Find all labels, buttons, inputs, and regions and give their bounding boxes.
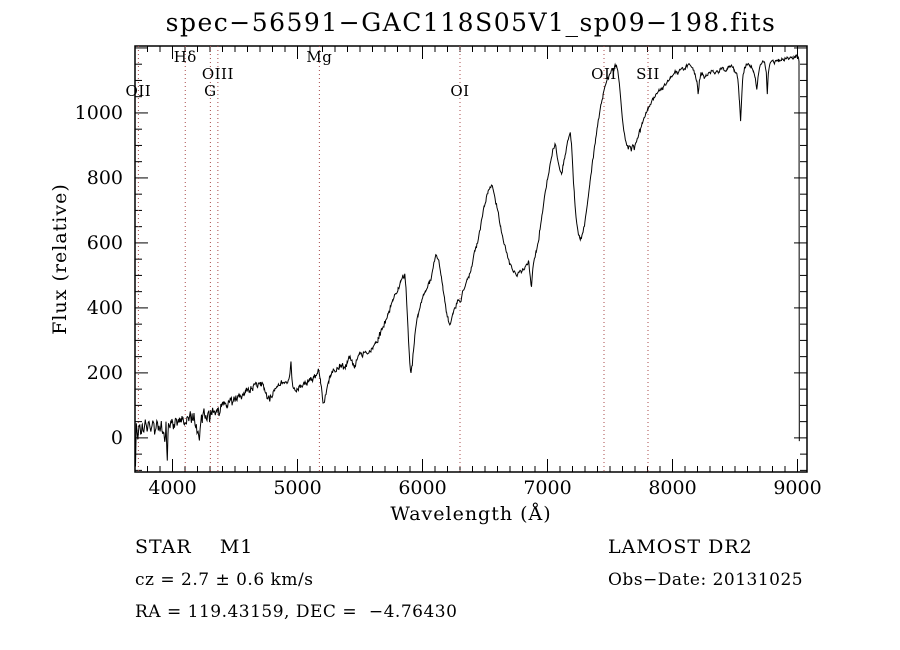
spectral-line-label: SII <box>636 65 660 83</box>
spectral-line-label: OII <box>591 65 617 83</box>
cz-value: cz = 2.7 ± 0.6 km/s <box>135 570 314 590</box>
x-tick-label: 6000 <box>398 477 446 499</box>
survey-label: LAMOST DR2 <box>608 536 753 558</box>
y-tick-label: 200 <box>87 362 123 384</box>
spectral-line-label: OII <box>126 82 152 100</box>
x-tick-label: 4000 <box>148 477 196 499</box>
x-tick-label: 5000 <box>273 477 321 499</box>
y-tick-label: 800 <box>87 167 123 189</box>
plot-frame <box>134 45 808 473</box>
x-tick-label: 8000 <box>648 477 696 499</box>
ra-dec-value: RA = 119.43159, DEC = −4.76430 <box>135 602 458 622</box>
plot-title: spec−56591−GAC118S05V1_sp09−198.fits <box>165 8 777 37</box>
spectral-line-label: G <box>204 82 216 100</box>
object-class-label: STAR M1 <box>135 536 254 558</box>
y-tick-label: 600 <box>87 232 123 254</box>
x-tick-label: 7000 <box>523 477 571 499</box>
y-tick-label: 1000 <box>75 102 123 124</box>
y-tick-label: 400 <box>87 297 123 319</box>
spectral-line-label: OI <box>450 82 469 100</box>
x-axis-label: Wavelength (Å) <box>390 503 552 525</box>
spectral-line-label: Hδ <box>174 48 197 66</box>
x-tick-label: 9000 <box>773 477 821 499</box>
spectral-line-label: OIII <box>202 65 234 83</box>
y-axis-label: Flux (relative) <box>49 183 71 335</box>
spectral-line-label: Mg <box>306 48 332 66</box>
y-tick-label: 0 <box>111 427 123 449</box>
obs-date-value: Obs−Date: 20131025 <box>608 570 804 590</box>
spectrum-trace <box>134 52 800 467</box>
